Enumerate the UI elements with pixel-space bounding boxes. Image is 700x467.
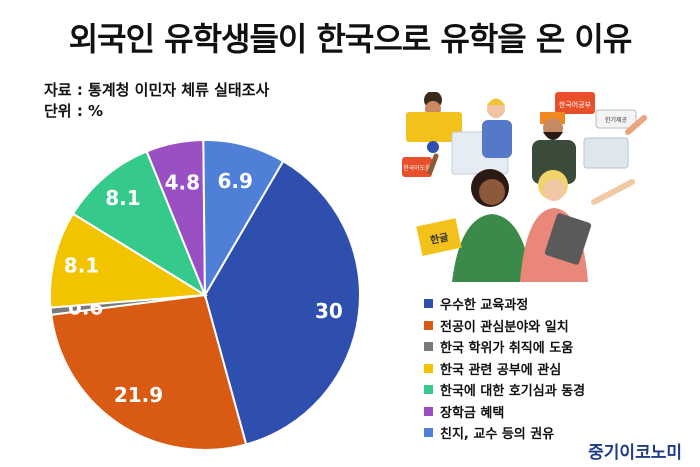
student-4-arm xyxy=(427,153,439,175)
source-note: 자료 : 통계청 이민자 체류 실태조사 xyxy=(44,81,270,99)
pie-slice xyxy=(203,159,361,446)
legend-label: 친지, 교수 등의 권유 xyxy=(440,427,555,443)
data-label: 6.9 xyxy=(217,169,252,193)
student-4-body xyxy=(452,214,532,282)
legend: 우수한 교육과정 전공이 관심분야와 일치 한국 학위가 취직에 도움 한국 관… xyxy=(424,293,585,444)
legend-swatch-culture xyxy=(424,385,433,395)
tablet-2 xyxy=(544,213,592,265)
brand-logo: 중기이코노미 xyxy=(588,443,682,463)
legend-swatch-job xyxy=(424,363,433,373)
data-label: 4.8 xyxy=(165,170,200,194)
legend-label: 우수한 교육과정 xyxy=(440,298,529,314)
student-5-head xyxy=(543,179,565,201)
speech-board-3 xyxy=(402,157,432,177)
lightbulb-icon xyxy=(427,141,439,153)
chart-title: 외국인 유학생들이 한국으로 유학을 온 이유 xyxy=(68,20,633,58)
legend-swatch-scholar xyxy=(424,406,433,416)
legend-item: 한국 학위가 취직에 도움 xyxy=(424,336,585,358)
book-text: 한글 xyxy=(429,231,449,247)
legend-item: 한국에 대한 호기심과 동경 xyxy=(424,379,585,401)
legend-label: 한국에 대한 호기심과 동경 xyxy=(440,384,586,400)
pie-slice xyxy=(71,150,208,298)
legend-label: 한국 학위가 취직에 도움 xyxy=(440,341,574,357)
board1-text: 한국어공부 xyxy=(559,100,592,109)
data-label: 8.1 xyxy=(64,253,99,277)
legend-label: 장학금 혜택 xyxy=(440,405,505,421)
pie-slice xyxy=(202,139,285,299)
book xyxy=(416,218,462,256)
student-5-arm xyxy=(591,179,635,205)
student-3-body xyxy=(532,140,576,184)
student-2-hair xyxy=(487,98,505,105)
legend-swatch-family xyxy=(424,428,433,438)
pie-slice xyxy=(49,212,209,309)
legend-item: 우수한 교육과정 xyxy=(424,293,585,315)
speech-board-2 xyxy=(595,109,637,129)
student-3-arm xyxy=(625,115,647,135)
data-label: 21.9 xyxy=(114,383,163,407)
chart-meta: 자료 : 통계청 이민자 체류 실태조사 단위 : % xyxy=(44,80,269,122)
speech-board-1 xyxy=(555,92,595,114)
tablet-device xyxy=(583,137,629,169)
student-4-head xyxy=(479,179,505,205)
board2-text: 한기제공 xyxy=(605,116,628,124)
students-illustration: 한국어공부 한기제공 한국어도움 한글 xyxy=(402,92,647,282)
data-label: 8.1 xyxy=(105,186,140,210)
legend-item: 친지, 교수 등의 권유 xyxy=(424,422,585,444)
legend-swatch-degree xyxy=(424,342,433,352)
legend-item: 장학금 혜택 xyxy=(424,401,585,423)
legend-item: 한국 관련 공부에 관심 xyxy=(424,358,585,380)
legend-swatch-edu xyxy=(424,299,433,309)
pie-slice xyxy=(50,293,248,451)
legend-label: 한국 관련 공부에 관심 xyxy=(440,362,562,378)
board3-text: 한국어도움 xyxy=(403,164,431,172)
legend-item: 전공이 관심분야와 일치 xyxy=(424,315,585,337)
student-3-beard xyxy=(543,132,563,140)
data-label: 30 xyxy=(315,299,343,323)
unit-note: 단위 : % xyxy=(44,102,104,120)
legend-swatch-major xyxy=(424,320,433,330)
student-2-body xyxy=(482,120,512,158)
legend-label: 전공이 관심분야와 일치 xyxy=(440,319,569,335)
yellow-board xyxy=(406,112,462,142)
